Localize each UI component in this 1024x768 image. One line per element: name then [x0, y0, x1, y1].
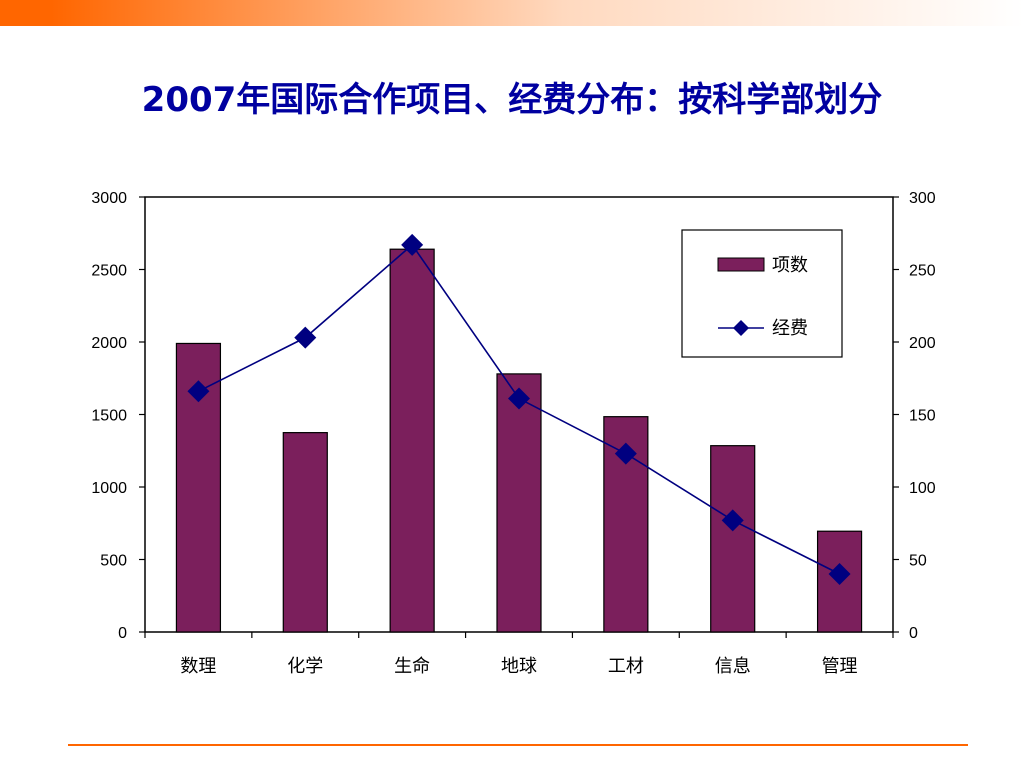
left-axis-tick-label: 2000 — [91, 335, 127, 352]
legend-label-经费: 经费 — [772, 318, 808, 339]
legend-label-项数: 项数 — [772, 255, 808, 276]
right-axis-tick-label: 250 — [909, 263, 936, 280]
left-axis-tick-label: 2500 — [91, 263, 127, 280]
right-axis-tick-label: 300 — [909, 190, 936, 207]
page-title: 2007年国际合作项目、经费分布：按科学部划分 — [141, 80, 883, 120]
bar-地球 — [496, 373, 542, 633]
x-axis-category-label: 信息 — [715, 656, 751, 677]
x-axis-category-label: 工材 — [608, 656, 644, 677]
top-decorative-band — [0, 0, 1024, 26]
bar-信息 — [710, 445, 756, 633]
x-axis-category-label: 化学 — [287, 656, 323, 677]
right-axis-tick-label: 100 — [909, 480, 936, 497]
bottom-divider — [68, 744, 968, 746]
bar-生命 — [389, 248, 435, 633]
line-point-管理 — [828, 563, 851, 585]
x-axis-category-label: 地球 — [501, 656, 537, 677]
right-axis-tick-label: 50 — [909, 553, 927, 570]
left-axis-tick-label: 1500 — [91, 408, 127, 425]
line-point-生命 — [401, 233, 424, 256]
line-point-数理 — [187, 380, 210, 403]
x-axis-category-label: 生命 — [394, 656, 430, 677]
x-axis-category-label: 数理 — [180, 656, 216, 677]
left-axis-tick-label: 1000 — [91, 480, 127, 497]
legend-box — [681, 229, 843, 358]
line-point-化学 — [294, 326, 317, 349]
left-axis-tick-label: 0 — [118, 625, 127, 642]
line-point-工材 — [614, 442, 637, 465]
bar-化学 — [282, 432, 328, 633]
left-axis-tick-label: 3000 — [91, 190, 127, 207]
left-axis-tick-label: 500 — [100, 553, 127, 570]
right-axis-tick-label: 200 — [909, 335, 936, 352]
legend-swatch-项数 — [717, 257, 765, 272]
legend-marker-经费 — [733, 320, 749, 336]
right-axis-tick-label: 150 — [909, 408, 936, 425]
right-axis-tick-label: 0 — [909, 625, 918, 642]
line-point-信息 — [721, 509, 744, 532]
x-axis-category-label: 管理 — [822, 656, 858, 677]
line-point-地球 — [508, 387, 530, 410]
